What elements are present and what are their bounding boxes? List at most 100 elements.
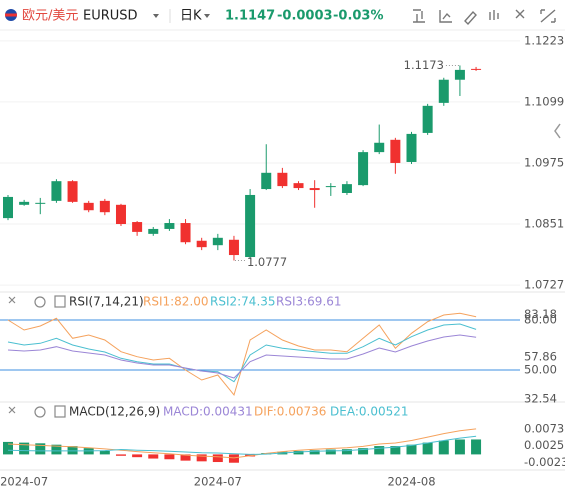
close-icon[interactable] [8, 296, 16, 304]
price: 1.1147 [225, 9, 275, 24]
candle-body [35, 202, 46, 204]
x-tick-label: 2024-07 [194, 475, 242, 489]
settings-icon[interactable] [34, 406, 46, 418]
y-tick-label: 80.00 [524, 313, 557, 327]
macd-bar [99, 450, 110, 455]
candle-body [3, 196, 13, 219]
macd-bar [390, 446, 401, 455]
candle-body [341, 184, 352, 193]
panel-title: RSI(7,14,21) [69, 295, 144, 309]
macd-bar [341, 449, 352, 455]
macd-bar [471, 439, 482, 455]
symbol[interactable]: EURUSD [83, 9, 138, 24]
tool-icon[interactable] [464, 10, 477, 26]
candle-body [67, 181, 78, 202]
macd-bar [309, 450, 320, 455]
pair-name[interactable]: 欧元/美元 [22, 9, 78, 24]
tool-icon[interactable] [439, 10, 452, 23]
macd-bar [180, 454, 191, 461]
macd-line [7, 428, 477, 459]
macd-bar [19, 442, 30, 455]
candle-body [196, 240, 207, 248]
macd-bar [164, 454, 175, 460]
y-tick-label: 1.1099 [524, 94, 564, 108]
candle-body [471, 68, 482, 70]
panel-title: MACD(12,26,9) [69, 405, 160, 419]
select-icon[interactable] [54, 295, 66, 308]
tool-icon[interactable] [515, 9, 525, 19]
y-tick-label: 1.0727 [524, 278, 564, 292]
select-icon[interactable] [54, 405, 66, 418]
candle-body [180, 223, 191, 243]
macd-bar [196, 454, 207, 462]
y-tick-label: 1.0975 [524, 155, 564, 169]
settings-icon[interactable] [34, 296, 46, 308]
annotation: 1.1173 [404, 58, 444, 72]
candle-body [422, 105, 433, 133]
x-tick-label: 2024-08 [387, 475, 435, 489]
y-tick-label: 0.00252 [524, 438, 565, 452]
y-tick-label: 32.54 [524, 392, 557, 406]
x-tick-label: 2024-07 [0, 475, 48, 489]
expand-icon[interactable] [540, 9, 556, 23]
candle-body [164, 223, 175, 229]
candle-body [51, 181, 62, 201]
annotation: 1.0777 [247, 255, 287, 269]
legend-entry: DIF:0.00736 [254, 405, 326, 419]
macd-bar [228, 454, 239, 463]
macd-bar [67, 446, 78, 455]
candle-body [358, 152, 369, 186]
rsi-line [7, 312, 477, 397]
candle-body [228, 239, 239, 256]
candle-body [115, 204, 126, 225]
macd-bar [325, 449, 336, 455]
macd-bar [3, 441, 13, 455]
y-tick-label: -0.00233 [524, 455, 565, 469]
candle-body [438, 79, 449, 103]
candle-body [212, 237, 223, 246]
macd-bar [115, 454, 126, 456]
change: -0.0003 [277, 9, 333, 24]
y-tick-label: 57.86 [524, 349, 557, 363]
y-tick-label: 50.00 [524, 363, 557, 377]
candle-body [374, 142, 385, 153]
macd-bar [438, 440, 449, 455]
tool-icon[interactable] [413, 9, 425, 23]
macd-bar [358, 448, 369, 455]
legend-entry: RSI2:74.35 [210, 295, 276, 309]
macd-bar [35, 443, 46, 455]
header: 欧元/美元 EURUSD 日K 1.1147 -0.0003 -0.03% [5, 9, 556, 26]
macd-bar [454, 439, 465, 455]
close-icon[interactable] [8, 406, 16, 414]
macd-bar [422, 442, 433, 455]
candle-body [261, 172, 272, 190]
tool-icon[interactable] [489, 10, 499, 20]
legend-entry: MACD:0.00431 [163, 405, 253, 419]
caret[interactable] [153, 14, 159, 18]
candle-body [309, 188, 320, 191]
legend-entry: DEA:0.00521 [330, 405, 409, 419]
candle-body [245, 194, 256, 258]
candle-body [132, 222, 143, 232]
legend-entry: RSI1:82.00 [143, 295, 209, 309]
candle-body [454, 69, 465, 80]
y-tick-label: 0.00736 [524, 421, 565, 435]
candle-body [293, 183, 304, 189]
legend-entry: RSI3:69.61 [276, 295, 342, 309]
change-pct: -0.03% [333, 9, 384, 24]
macd-bar [212, 454, 223, 463]
macd-bar [148, 454, 159, 459]
candle-body [277, 172, 288, 187]
candle-body [83, 202, 94, 211]
side-arrow[interactable] [554, 123, 561, 139]
macd-bar [132, 454, 143, 458]
caret[interactable] [204, 14, 210, 18]
period[interactable]: 日K [180, 9, 202, 24]
candle-body [406, 133, 417, 162]
rsi-line [7, 323, 477, 383]
y-tick-label: 1.1223 [524, 33, 564, 47]
macd-bar [51, 444, 62, 455]
candle-body [390, 139, 401, 163]
macd-bar [406, 444, 417, 455]
